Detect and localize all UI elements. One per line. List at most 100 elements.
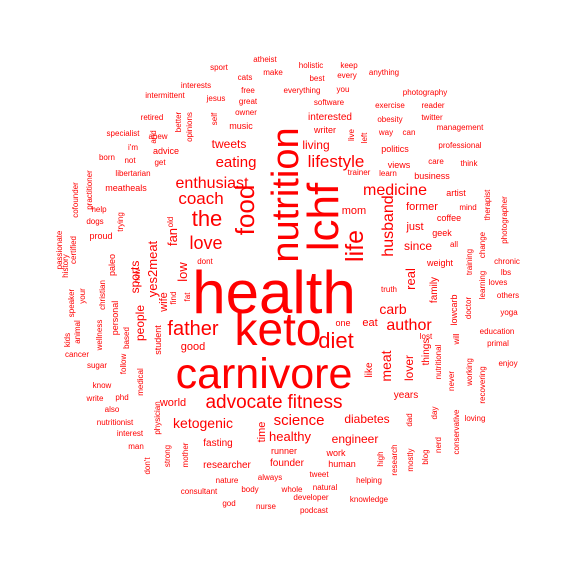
word-passionate: passionate (55, 230, 64, 269)
word-nutritionist: nutritionist (97, 418, 134, 427)
word-obesity: obesity (377, 115, 402, 124)
word-reader: reader (421, 101, 444, 110)
word-former: former (406, 201, 438, 213)
word-work: work (325, 448, 346, 458)
word-lover: lover (402, 355, 416, 381)
word-ketogenic: ketogenic (173, 415, 233, 431)
word-wife: wife (158, 292, 170, 313)
word-born: born (99, 153, 115, 162)
word-therapist: therapist (483, 189, 492, 220)
word-free: free (241, 86, 255, 95)
word-speaker: speaker (67, 288, 76, 317)
word-anything: anything (369, 68, 399, 77)
word-diet: diet (318, 328, 353, 353)
word-lchf: lchf (299, 182, 348, 251)
word-nerd: nerd (434, 437, 443, 453)
word-dogs: dogs (86, 217, 103, 226)
word-music: music (229, 121, 253, 131)
word-advocate: advocate (205, 392, 282, 413)
word-wellness: wellness (95, 320, 104, 352)
word-high: high (376, 451, 385, 466)
word-and: and (149, 130, 158, 143)
word-lbs: lbs (501, 268, 511, 277)
word-yes2meat: yes2meat (145, 240, 160, 297)
word-great: great (239, 97, 258, 106)
word-exercise: exercise (375, 101, 405, 110)
word-interested: interested (308, 112, 352, 123)
word-cats: cats (238, 73, 253, 82)
word-years: years (394, 390, 418, 401)
word-whole: whole (281, 485, 303, 494)
word-lost: lost (420, 332, 433, 341)
word-low: low (175, 262, 190, 282)
word-others: others (497, 291, 519, 300)
word-personal: personal (110, 301, 120, 336)
word-nutrition: nutrition (265, 127, 307, 262)
word-student: student (153, 325, 163, 355)
word-body: body (241, 485, 258, 494)
word-diabetes: diabetes (344, 412, 389, 426)
word-researcher: researcher (203, 460, 251, 471)
word-now: now (133, 268, 142, 283)
word-meatheals: meatheals (105, 183, 147, 193)
word-natural: natural (313, 483, 338, 492)
word-strong: strong (163, 445, 172, 467)
word-loving: loving (465, 414, 486, 423)
word-change: change (478, 231, 487, 258)
word-loves: loves (489, 278, 508, 287)
word-think: think (461, 159, 479, 168)
word-medical: medical (136, 368, 145, 396)
word-podcast: podcast (300, 506, 329, 515)
word-food: food (230, 185, 260, 236)
word-can: can (403, 128, 416, 137)
word-never: never (447, 371, 456, 391)
word-nature: nature (216, 476, 239, 485)
word-twitter: twitter (421, 113, 443, 122)
word-living: living (302, 138, 329, 152)
word-consultant: consultant (181, 487, 218, 496)
word-chronic: chronic (494, 257, 520, 266)
word-every: every (337, 71, 357, 80)
word-good: good (181, 341, 205, 353)
word-yoga: yoga (500, 308, 518, 317)
word-mostly: mostly (406, 448, 415, 471)
word-founder: founder (270, 458, 305, 469)
word-developer: developer (293, 493, 328, 502)
word-paleo: paleo (107, 254, 117, 276)
word-blog: blog (421, 449, 430, 464)
word-old: old (166, 217, 175, 228)
word-interests: interests (181, 81, 211, 90)
word-atheist: atheist (253, 55, 277, 64)
word-help: help (91, 205, 107, 214)
word-trainer: trainer (348, 168, 371, 177)
word-way: way (378, 128, 393, 137)
word-management: management (437, 123, 484, 132)
word-write: write (86, 394, 104, 403)
word-family: family (429, 277, 440, 303)
word-enthusiast: enthusiast (176, 175, 249, 192)
word-phd: phd (115, 393, 128, 402)
word-keep: keep (340, 61, 358, 70)
word-things: things (421, 339, 432, 366)
word-retired: retired (141, 113, 164, 122)
word-politics: politics (381, 144, 409, 154)
word-runner: runner (271, 446, 297, 456)
word-writer: writer (313, 125, 336, 135)
word-the: the (192, 206, 223, 231)
word-mind: mind (459, 203, 476, 212)
word-physician: physician (153, 401, 162, 434)
word-sugar: sugar (87, 361, 107, 370)
word-christian: christian (98, 280, 107, 310)
word-since: since (404, 239, 432, 253)
word-keto: keto (235, 303, 322, 355)
word-man: man (128, 442, 144, 451)
word-time: time (256, 422, 268, 443)
word-eat: eat (362, 317, 377, 329)
word-interest: interest (117, 429, 144, 438)
word-knowledge: knowledge (350, 495, 389, 504)
word-weight: weight (426, 258, 454, 268)
word-tweet: tweet (309, 470, 329, 479)
word-practitioner: practitioner (85, 170, 94, 210)
word-history: history (61, 254, 70, 278)
